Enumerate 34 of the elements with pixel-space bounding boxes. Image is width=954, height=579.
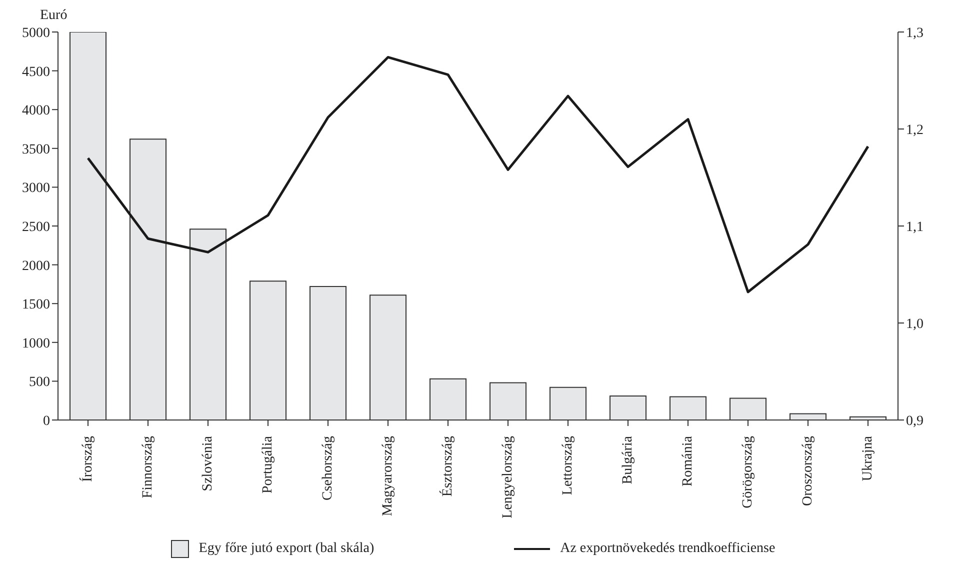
y-tick-label: 2500 xyxy=(22,220,50,235)
x-tick-label: Portugália xyxy=(260,435,276,494)
y2-tick-label: 0,9 xyxy=(906,414,924,429)
y-tick-label: 0 xyxy=(43,414,50,429)
y2-tick-label: 1,0 xyxy=(906,316,924,332)
y2-tick-label: 1,2 xyxy=(906,122,924,138)
y-tick-label: 500 xyxy=(29,375,50,390)
x-tick-label: Lettország xyxy=(560,436,576,496)
y-tick-label: 2000 xyxy=(22,258,50,274)
y2-tick-label: 1,1 xyxy=(906,220,924,235)
x-tick-label: Bulgária xyxy=(620,435,636,484)
x-tick-label: Románia xyxy=(680,435,696,487)
y-tick-label: 1500 xyxy=(22,298,50,313)
y-tick-label: 4000 xyxy=(22,104,50,119)
x-tick-label: Írország xyxy=(78,436,96,482)
x-tick-label: Magyarország xyxy=(380,436,396,516)
x-tick-label: Csehország xyxy=(320,436,336,501)
y-tick-label: 5000 xyxy=(22,26,50,41)
x-tick-label: Ukrajna xyxy=(860,435,876,482)
y2-tick-label: 1,3 xyxy=(906,26,924,41)
x-tick-label: Lengyelország xyxy=(500,436,516,518)
x-tick-label: Finnország xyxy=(140,436,156,498)
y-axis-title: Euró xyxy=(40,8,68,24)
x-tick-label: Szlovénia xyxy=(200,435,216,492)
legend-label: Egy főre jutó export (bal skála) xyxy=(198,541,374,557)
x-tick-label: Észtország xyxy=(438,436,456,497)
legend-label: Az exportnövekedés trendkoefficiense xyxy=(560,541,776,557)
x-tick-label: Görögország xyxy=(740,436,756,508)
line-series xyxy=(86,56,870,294)
y-tick-label: 3000 xyxy=(22,181,50,196)
y-tick-label: 4500 xyxy=(22,64,50,80)
x-tick-label: Oroszország xyxy=(800,436,816,506)
y-tick-label: 1000 xyxy=(22,336,50,352)
y-tick-label: 3500 xyxy=(22,142,50,158)
